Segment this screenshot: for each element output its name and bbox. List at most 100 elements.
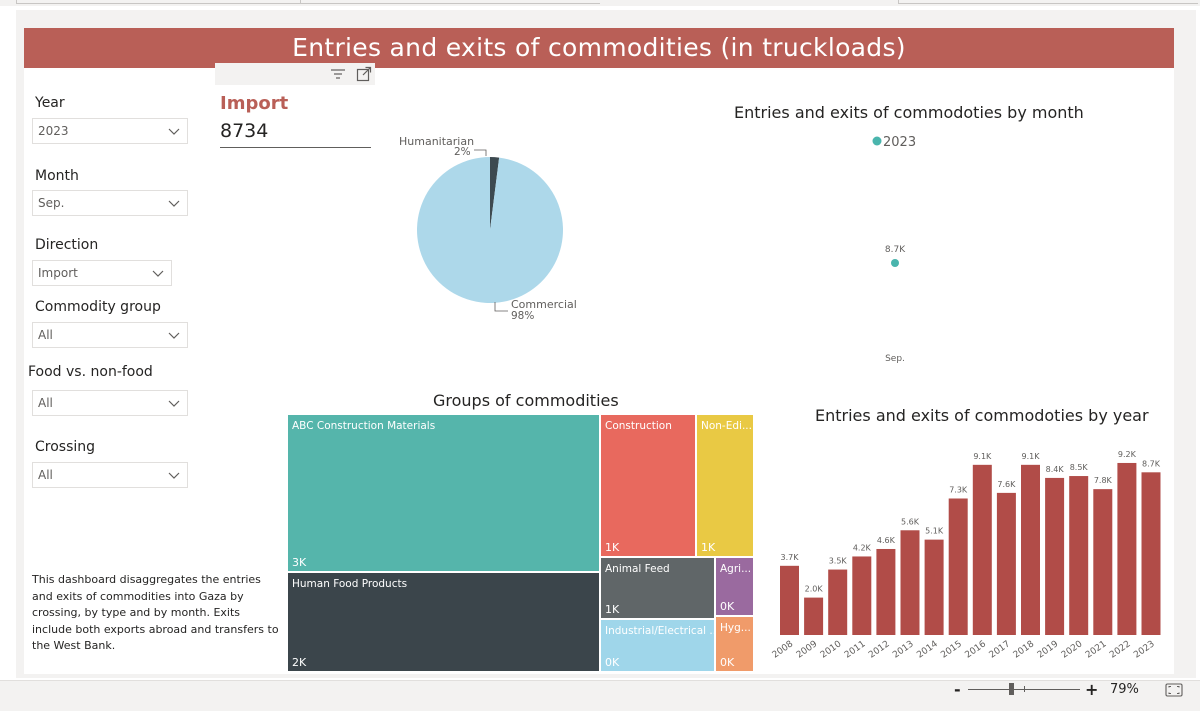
x-tick-label: 2019 (1036, 639, 1061, 660)
slicer-label-year: Year (35, 95, 65, 111)
x-tick-label: 2014 (915, 639, 940, 660)
bar-2014[interactable] (924, 539, 944, 635)
treemap-cell[interactable]: Agri... 0K (716, 558, 753, 615)
bar-2015[interactable] (948, 498, 968, 635)
bar-2020[interactable] (1069, 476, 1089, 635)
bar-2019[interactable] (1045, 477, 1065, 635)
pie-slice-commercial[interactable] (417, 157, 563, 303)
month-dropdown[interactable]: Sep. (32, 190, 188, 216)
food-value: All (38, 396, 53, 410)
treemap-cell-value: 0K (605, 656, 620, 669)
bar-data-label: 8.5K (1070, 463, 1089, 472)
bar-data-label: 3.7K (781, 553, 800, 562)
treemap-cell[interactable]: Human Food Products 2K (288, 573, 599, 671)
bar-2017[interactable] (996, 492, 1016, 635)
chevron-down-icon (168, 128, 180, 135)
legend-label: 2023 (883, 135, 916, 150)
x-tick-label: 2018 (1012, 639, 1037, 660)
treemap-cell-value: 1K (701, 541, 716, 554)
bar-2016[interactable] (972, 464, 992, 635)
fit-to-page-icon[interactable] (1165, 683, 1183, 697)
treemap-cell[interactable]: Industrial/Electrical ... 0K (601, 620, 714, 671)
zoom-in-button[interactable]: + (1085, 680, 1099, 699)
bar-2008[interactable] (780, 565, 799, 635)
slicer-label-direction: Direction (35, 237, 99, 253)
data-point[interactable] (891, 259, 899, 267)
chevron-down-icon (168, 332, 180, 339)
tab-strip (0, 0, 1200, 6)
bar-data-label: 9.1K (1022, 452, 1041, 461)
slicer-label-commodity-group: Commodity group (35, 299, 161, 315)
page-tab[interactable] (16, 0, 300, 4)
treemap-cell-label: Construction (605, 420, 672, 432)
bar-data-label: 8.7K (1142, 459, 1161, 468)
x-tick-label: 2022 (1108, 639, 1132, 660)
page-tab[interactable] (300, 0, 600, 4)
bar-data-label: 7.6K (997, 480, 1016, 489)
bar-2011[interactable] (852, 556, 872, 635)
direction-pie-chart[interactable]: Humanitarian 2% Commercial 98% (380, 130, 610, 330)
bar-2009[interactable] (804, 597, 824, 635)
zoom-level: 79% (1110, 682, 1139, 697)
treemap-cell-value: 1K (605, 541, 620, 554)
bar-data-label: 7.8K (1094, 476, 1113, 485)
bar-data-label: 2.0K (805, 585, 824, 594)
treemap-cell[interactable]: ABC Construction Materials 3K (288, 415, 599, 571)
kpi-divider (220, 147, 371, 148)
zoom-slider-thumb[interactable] (1009, 683, 1014, 695)
focus-mode-icon[interactable] (356, 66, 372, 82)
year-chart-title: Entries and exits of commodoties by year (815, 406, 1149, 425)
x-tick-label: 2013 (891, 639, 915, 660)
bar-data-label: 9.1K (973, 452, 992, 461)
treemap-cell-value: 1K (605, 603, 620, 616)
chevron-down-icon (168, 400, 180, 407)
pie-pct-humanitarian: 2% (454, 146, 471, 158)
bar-data-label: 3.5K (829, 557, 848, 566)
x-tick-label: 2008 (771, 639, 796, 660)
treemap-cell[interactable]: Hyg... 0K (716, 617, 753, 671)
bar-2013[interactable] (900, 530, 920, 635)
chevron-down-icon (152, 270, 164, 277)
pie-leader-commercial (494, 302, 508, 312)
treemap-cell[interactable]: Animal Feed 1K (601, 558, 714, 618)
kpi-value: 8734 (220, 120, 269, 142)
bar-data-label: 4.2K (853, 543, 872, 552)
bar-data-label: 8.4K (1046, 465, 1065, 474)
crossing-dropdown[interactable]: All (32, 462, 188, 488)
zoom-out-button[interactable]: - (954, 680, 961, 699)
bar-2012[interactable] (876, 548, 896, 635)
treemap-cell-label: Human Food Products (292, 578, 408, 590)
bar-2023[interactable] (1141, 472, 1161, 635)
slicer-label-month: Month (35, 168, 79, 184)
treemap-cell-label: Non-Edi... (701, 420, 752, 432)
treemap-cell-label: ABC Construction Materials (292, 420, 436, 432)
bar-2022[interactable] (1117, 462, 1137, 635)
legend-marker (872, 136, 882, 146)
month-chart[interactable]: 2023 8.7K Sep. (860, 130, 940, 370)
x-tick-label: 2021 (1084, 639, 1108, 660)
point-data-label: 8.7K (885, 245, 906, 255)
treemap-cell[interactable]: Construction 1K (601, 415, 695, 556)
treemap-cell-label: Hyg... (720, 622, 751, 634)
direction-dropdown[interactable]: Import (32, 260, 172, 286)
pie-pct-commercial: 98% (511, 310, 534, 322)
x-tick-label: 2011 (843, 639, 867, 660)
commodity-group-dropdown[interactable]: All (32, 322, 188, 348)
bar-2010[interactable] (828, 569, 848, 635)
bar-data-label: 4.6K (877, 536, 896, 545)
food-dropdown[interactable]: All (32, 390, 188, 416)
bar-data-label: 7.3K (949, 485, 968, 494)
x-tick-label: 2020 (1060, 639, 1085, 660)
pie-slice-humanitarian[interactable] (490, 157, 500, 230)
bar-data-label: 5.6K (901, 517, 920, 526)
bar-2021[interactable] (1093, 489, 1113, 635)
bar-2018[interactable] (1021, 464, 1040, 635)
page-tab[interactable] (898, 0, 1198, 4)
year-bar-chart[interactable]: 3.7K 2008 2.0K 2009 3.5K 2010 4.2K 2011 4.6K 2012… (770, 430, 1170, 670)
filter-icon[interactable] (330, 66, 346, 82)
treemap-cell-value: 2K (292, 656, 307, 669)
year-dropdown[interactable]: 2023 (32, 118, 188, 144)
status-bar (0, 680, 1200, 711)
treemap-cell[interactable]: Non-Edi... 1K (697, 415, 753, 556)
month-chart-title: Entries and exits of commodoties by mont… (734, 103, 1084, 122)
